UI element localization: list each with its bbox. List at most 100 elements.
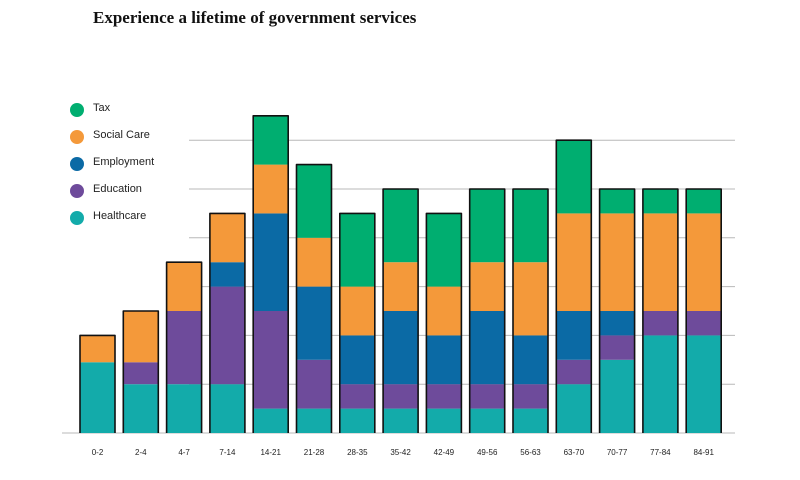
bar-segment-healthcare-2-4	[123, 384, 159, 433]
bar-segment-tax-35-42	[383, 189, 419, 263]
bar-segment-tax-70-77	[599, 189, 635, 214]
legend-label-education: Education	[93, 183, 142, 195]
bar-segment-healthcare-0-2	[80, 362, 115, 433]
bar-outline-7-14	[209, 212, 246, 433]
bar-segment-social-care-35-42	[383, 262, 419, 311]
bar-segment-tax-14-21	[253, 115, 289, 165]
bar-outline-56-63	[512, 188, 549, 433]
bar-segment-employment-56-63	[513, 335, 548, 385]
bar-segment-education-56-63	[513, 384, 548, 409]
bar-segment-education-84-91	[686, 311, 722, 336]
bar-outline-2-4	[122, 310, 160, 433]
bar-segment-social-care-7-14	[209, 213, 245, 263]
legend-label-healthcare: Healthcare	[93, 210, 147, 222]
bar-segment-tax-84-91	[686, 189, 722, 214]
bar-segment-tax-21-28	[296, 164, 332, 238]
bar-outline-35-42	[382, 188, 419, 433]
bar-outline-4-7	[165, 261, 203, 433]
bar-segment-tax-63-70	[556, 140, 592, 214]
x-tick-label-2-4: 2-4	[135, 448, 147, 457]
x-tick-label-84-91: 84-91	[693, 448, 714, 457]
bar-segment-social-care-49-56	[469, 262, 505, 311]
bar-segment-social-care-70-77	[599, 213, 635, 311]
bar-segment-tax-77-84	[642, 189, 678, 214]
bar-segment-employment-14-21	[253, 213, 289, 311]
bar-segment-social-care-84-91	[686, 213, 722, 311]
x-tick-label-35-42: 35-42	[390, 448, 411, 457]
bar-segment-healthcare-28-35	[339, 408, 375, 433]
bar-segment-social-care-28-35	[339, 286, 375, 336]
bar-outlines	[79, 115, 722, 433]
bar-segment-education-28-35	[339, 384, 375, 409]
bar-segment-social-care-63-70	[556, 213, 592, 311]
bar-outline-14-21	[252, 115, 289, 433]
bar-segment-employment-28-35	[339, 335, 375, 385]
bar-segment-employment-21-28	[296, 286, 332, 360]
bar-segment-healthcare-63-70	[556, 384, 592, 433]
bar-segment-employment-42-49	[426, 335, 462, 385]
x-tick-label-77-84: 77-84	[650, 448, 671, 457]
bar-outline-77-84	[642, 188, 679, 433]
legend-label-social-care: Social Care	[93, 129, 150, 141]
legend-swatch-healthcare	[70, 211, 84, 225]
bar-segment-tax-42-49	[426, 213, 462, 287]
bar-segment-social-care-56-63	[513, 262, 548, 336]
bar-segment-education-2-4	[123, 362, 159, 385]
chart-title: Experience a lifetime of government serv…	[93, 8, 417, 27]
legend-swatch-employment	[70, 157, 84, 171]
bar-segment-education-49-56	[469, 384, 505, 409]
bar-segment-social-care-14-21	[253, 164, 289, 214]
bar-segments	[80, 115, 722, 433]
x-tick-label-21-28: 21-28	[304, 448, 325, 457]
bar-segment-employment-63-70	[556, 311, 592, 360]
x-tick-label-42-49: 42-49	[434, 448, 455, 457]
bar-segment-education-42-49	[426, 384, 462, 409]
bar-segment-education-77-84	[642, 311, 678, 336]
bar-outline-28-35	[339, 212, 376, 433]
x-tick-label-28-35: 28-35	[347, 448, 368, 457]
bar-segment-education-70-77	[599, 335, 635, 360]
bar-segment-social-care-0-2	[80, 335, 115, 363]
bar-segment-social-care-4-7	[166, 262, 202, 311]
bar-outline-63-70	[555, 139, 593, 433]
x-tick-label-49-56: 49-56	[477, 448, 498, 457]
bar-segment-tax-56-63	[513, 189, 548, 263]
bar-segment-employment-7-14	[209, 262, 245, 287]
legend-swatch-education	[70, 184, 84, 198]
bar-segment-education-35-42	[383, 384, 419, 409]
bar-segment-healthcare-77-84	[642, 335, 678, 433]
x-tick-label-56-63: 56-63	[520, 448, 541, 457]
bar-segment-education-4-7	[166, 311, 202, 385]
x-tick-label-63-70: 63-70	[564, 448, 585, 457]
legend-swatch-tax	[70, 103, 84, 117]
legend-label-tax: Tax	[93, 102, 111, 114]
bar-outline-21-28	[295, 163, 333, 433]
bar-segment-healthcare-7-14	[209, 384, 245, 433]
bar-outline-0-2	[79, 334, 116, 433]
bar-outline-70-77	[598, 188, 636, 433]
bar-segment-education-63-70	[556, 359, 592, 385]
bar-segment-social-care-42-49	[426, 286, 462, 336]
bar-segment-social-care-77-84	[642, 213, 678, 311]
bar-segment-employment-49-56	[469, 311, 505, 385]
bar-segment-social-care-21-28	[296, 237, 332, 287]
x-tick-labels: 0-2 2-4 4-7 7-14 14-21 21-28 28-35 35-42 42-49 49…	[92, 448, 715, 457]
bar-segment-social-care-2-4	[123, 311, 159, 363]
x-tick-label-14-21: 14-21	[260, 448, 281, 457]
bar-segment-healthcare-21-28	[296, 408, 332, 433]
bar-segment-tax-28-35	[339, 213, 375, 287]
x-tick-label-7-14: 7-14	[219, 448, 236, 457]
legend-swatch-social-care	[70, 130, 84, 144]
bar-segment-tax-49-56	[469, 189, 505, 263]
bar-segment-education-21-28	[296, 359, 332, 409]
bar-outline-84-91	[685, 188, 722, 433]
bar-outline-49-56	[468, 188, 506, 433]
x-tick-label-0-2: 0-2	[92, 448, 104, 457]
bar-segment-healthcare-49-56	[469, 408, 505, 433]
x-tick-label-70-77: 70-77	[607, 448, 628, 457]
bar-segment-healthcare-56-63	[513, 408, 548, 433]
x-tick-label-4-7: 4-7	[178, 448, 190, 457]
bar-segment-education-14-21	[253, 311, 289, 409]
bar-segment-healthcare-4-7	[166, 384, 202, 433]
